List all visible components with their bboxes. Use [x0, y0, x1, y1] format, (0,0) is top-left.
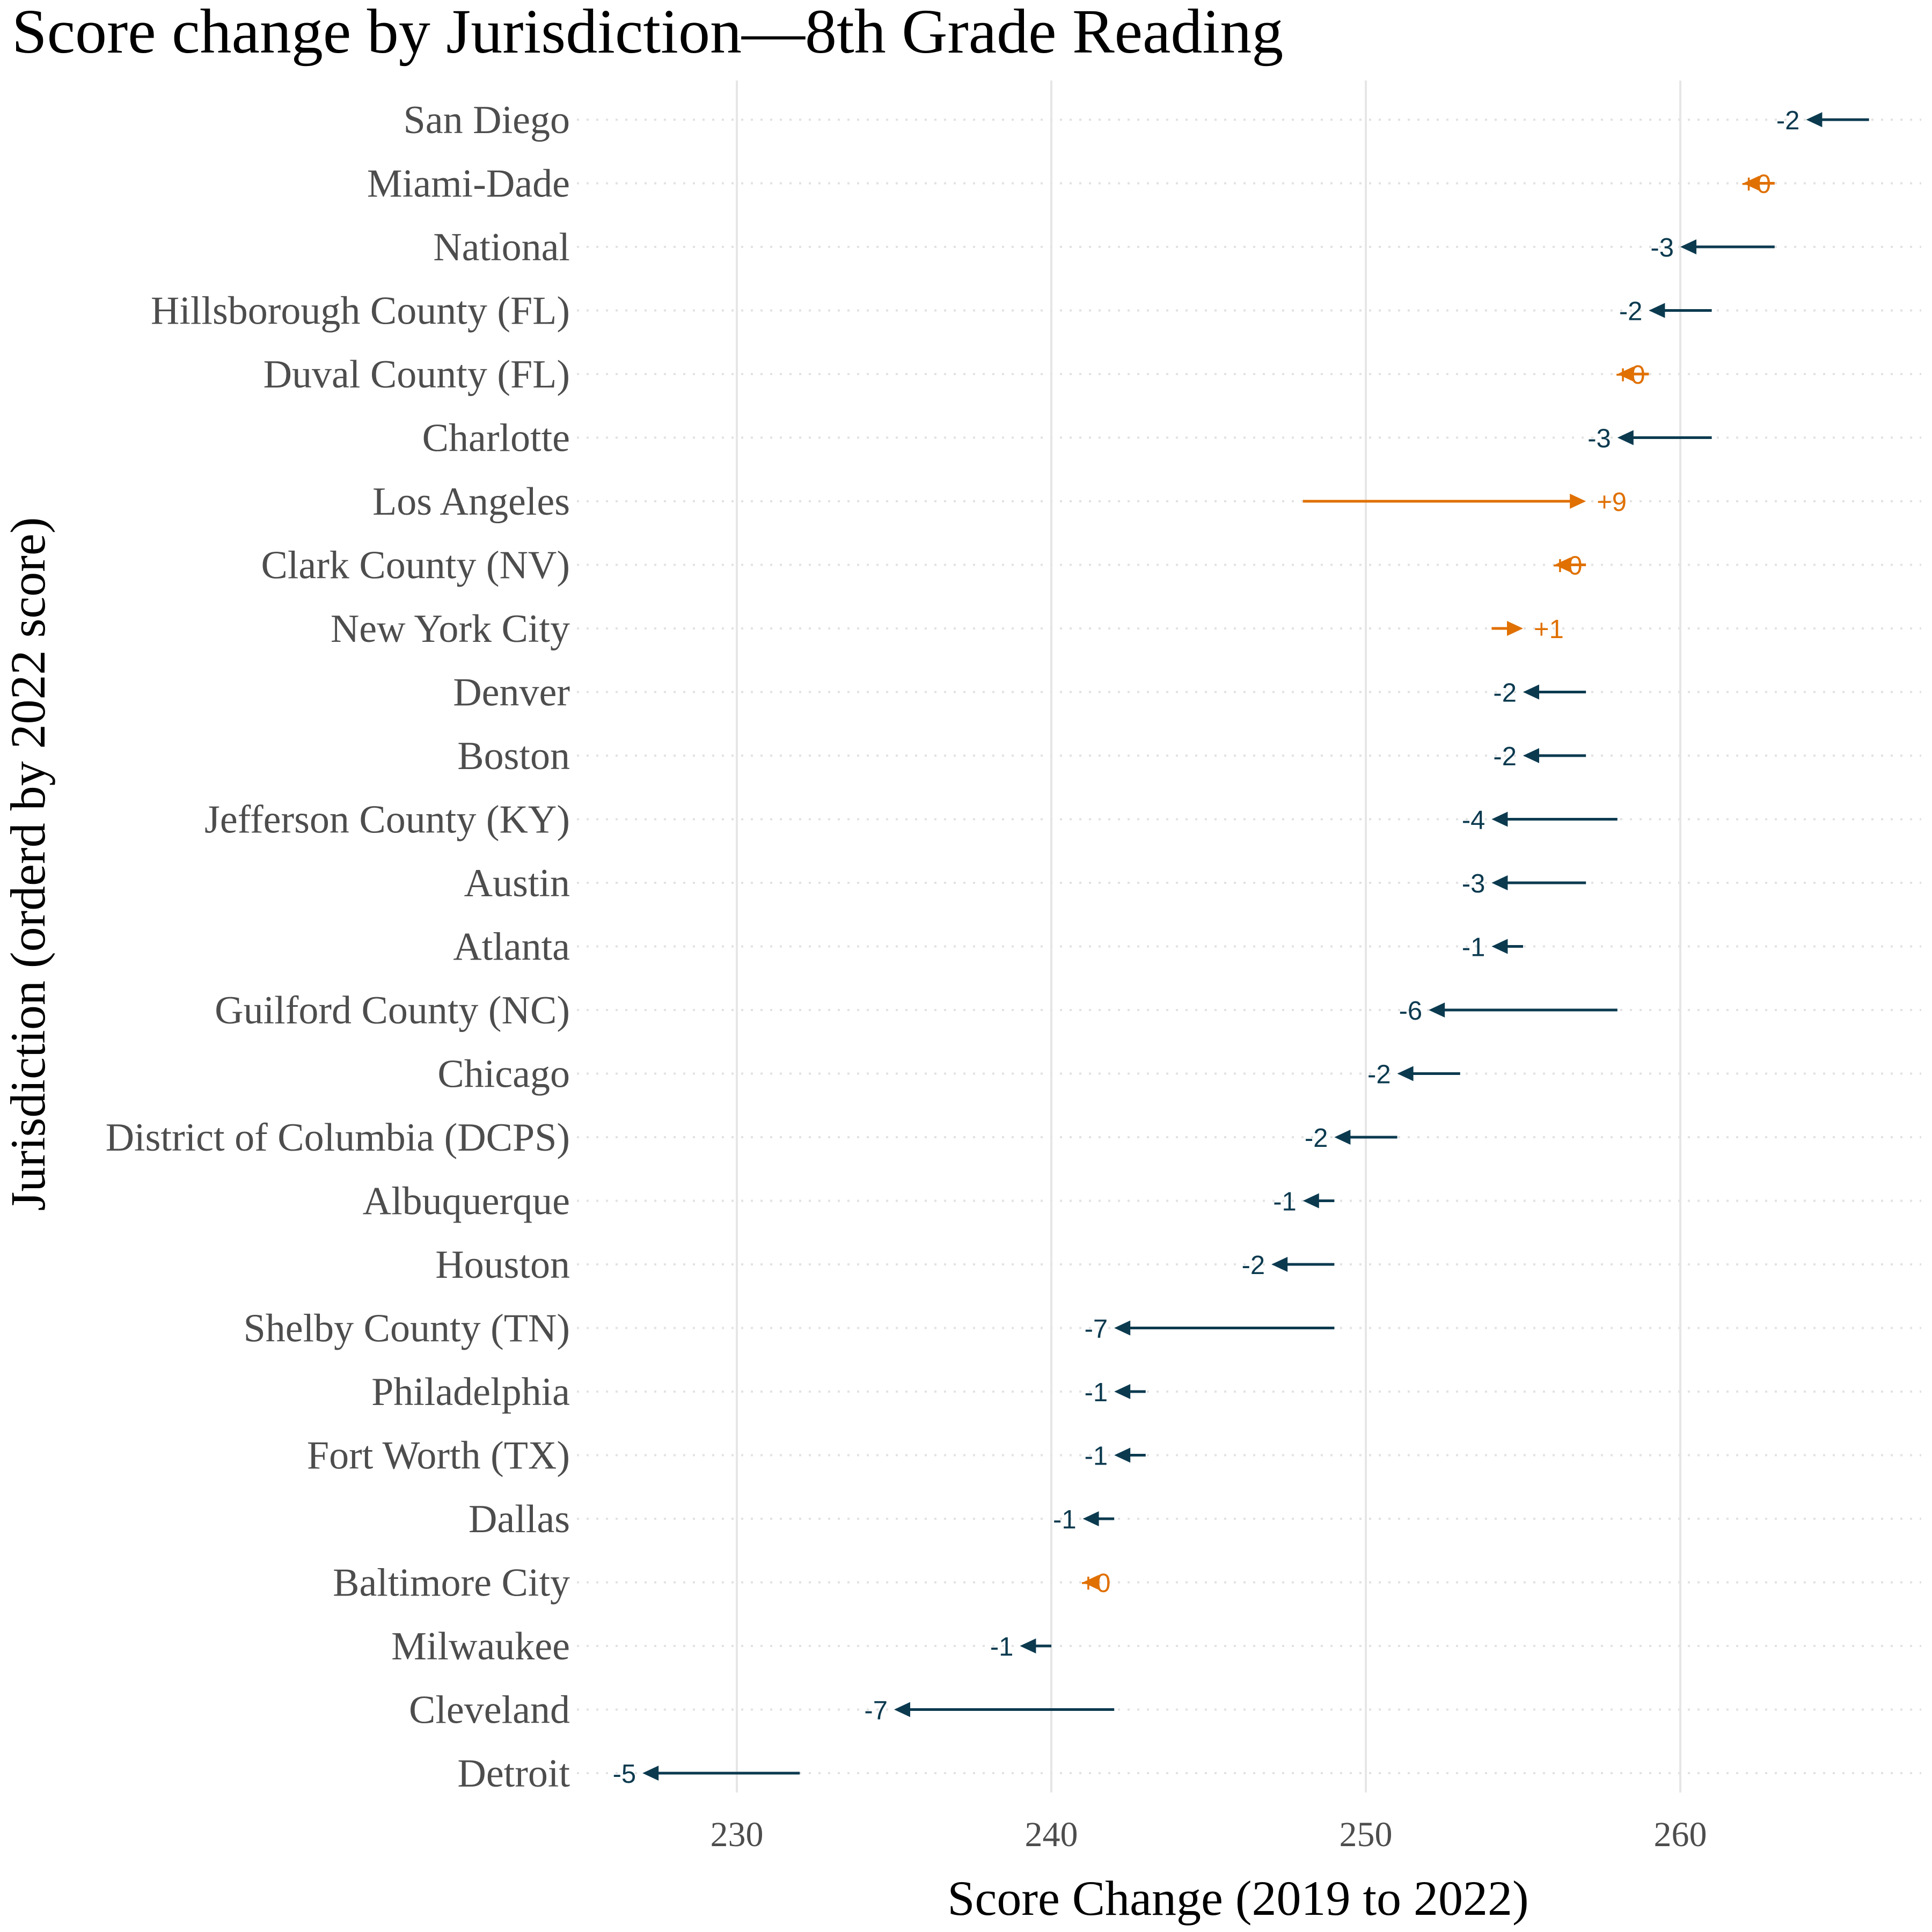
- change-arrow-head: [1491, 875, 1508, 890]
- category-label: Shelby County (TN): [244, 1307, 570, 1351]
- change-arrow-head: [1114, 1447, 1131, 1463]
- change-value-label: -5: [613, 1760, 636, 1789]
- change-arrow-head: [1649, 303, 1665, 318]
- change-value-label: -3: [1462, 869, 1485, 898]
- change-arrow-head: [1554, 557, 1571, 573]
- category-label: Albuquerque: [363, 1180, 570, 1224]
- change-arrow-head: [1302, 1193, 1319, 1209]
- change-value-label: -2: [1619, 297, 1643, 326]
- x-tick-label: 250: [1340, 1815, 1393, 1854]
- category-label: San Diego: [404, 98, 570, 142]
- change-arrow-head: [1334, 1130, 1351, 1145]
- change-arrow-head: [1429, 1002, 1445, 1018]
- change-arrow-head: [1271, 1257, 1288, 1272]
- change-value-label: -1: [1085, 1378, 1108, 1407]
- change-value-label: -2: [1305, 1124, 1328, 1153]
- change-value-label: -1: [1273, 1188, 1297, 1217]
- change-value-label: -2: [1493, 742, 1517, 771]
- category-label: Charlotte: [422, 416, 570, 460]
- change-arrow-head: [1523, 684, 1539, 700]
- change-arrow-head: [1617, 367, 1634, 382]
- category-label: District of Columbia (DCPS): [106, 1116, 570, 1160]
- change-value-label: -7: [864, 1696, 888, 1725]
- x-axis-title: Score Change (2019 to 2022): [947, 1871, 1528, 1926]
- change-value-label: -1: [1462, 933, 1485, 962]
- change-value-label: +0: [1741, 170, 1771, 199]
- chart-title: Score change by Jurisdiction—8th Grade R…: [12, 0, 1283, 67]
- x-tick-label: 240: [1025, 1815, 1078, 1854]
- change-value-label: -2: [1776, 106, 1800, 135]
- category-label: Philadelphia: [371, 1370, 570, 1414]
- change-value-label: -3: [1650, 233, 1674, 262]
- category-label: Hillsborough County (FL): [151, 289, 570, 333]
- change-arrow-head: [1806, 112, 1823, 127]
- category-label: Jefferson County (KY): [204, 798, 570, 842]
- change-arrow-head: [1680, 239, 1696, 254]
- category-label: Clark County (NV): [261, 544, 570, 588]
- change-arrow-head: [1114, 1320, 1131, 1336]
- category-label: National: [433, 225, 570, 269]
- change-arrow-head: [1020, 1638, 1036, 1653]
- x-tick-label: 230: [711, 1815, 764, 1854]
- change-arrow-head: [1397, 1066, 1414, 1081]
- change-value-label: -1: [1053, 1505, 1077, 1534]
- marks-layer: [642, 112, 1869, 1781]
- change-value-label: +0: [1553, 552, 1583, 581]
- category-label: Houston: [435, 1243, 570, 1287]
- change-value-label: +0: [1081, 1569, 1111, 1598]
- category-label: Detroit: [457, 1752, 570, 1796]
- labels-layer: 230 240 250 260 San Diego -2 Miami-Dade +0 Natio…: [106, 98, 1800, 1854]
- change-value-label: -2: [1242, 1251, 1265, 1280]
- change-arrow-head: [642, 1766, 659, 1781]
- change-value-label: -7: [1085, 1315, 1108, 1344]
- category-label: Atlanta: [453, 925, 570, 969]
- change-value-label: +1: [1534, 615, 1564, 644]
- change-value-label: +9: [1597, 488, 1627, 517]
- change-arrow-head: [1570, 494, 1586, 509]
- change-arrow-head: [1082, 1511, 1099, 1526]
- change-value-label: -2: [1367, 1060, 1391, 1089]
- category-label: Denver: [453, 671, 570, 715]
- change-arrow-head: [1743, 175, 1760, 191]
- change-arrow-head: [1491, 811, 1508, 827]
- change-value-label: -1: [990, 1633, 1014, 1662]
- change-value-label: -4: [1462, 806, 1485, 835]
- category-label: Baltimore City: [333, 1561, 570, 1605]
- category-label: Guilford County (NC): [215, 989, 570, 1033]
- change-arrow-head: [894, 1702, 910, 1717]
- change-arrow-head: [1523, 748, 1539, 763]
- change-value-label: +0: [1615, 361, 1645, 390]
- category-label: Austin: [464, 861, 570, 905]
- category-label: New York City: [331, 607, 570, 651]
- change-value-label: -2: [1493, 679, 1517, 708]
- y-axis-title: Jurisdiction (orderd by 2022 score): [1, 517, 55, 1211]
- change-arrow-head: [1114, 1384, 1131, 1399]
- category-label: Los Angeles: [372, 480, 570, 524]
- change-value-label: -6: [1399, 997, 1423, 1026]
- category-label: Boston: [457, 734, 570, 778]
- change-value-label: -3: [1587, 425, 1611, 453]
- category-label: Miami-Dade: [367, 162, 570, 206]
- category-label: Duval County (FL): [264, 353, 570, 397]
- grid-layer: [577, 80, 1921, 1792]
- change-arrow-head: [1507, 621, 1523, 636]
- category-label: Chicago: [437, 1052, 570, 1096]
- change-arrow-head: [1082, 1575, 1099, 1590]
- category-label: Dallas: [469, 1497, 570, 1541]
- category-label: Cleveland: [409, 1688, 570, 1732]
- x-tick-label: 260: [1654, 1815, 1707, 1854]
- change-arrow-head: [1491, 939, 1508, 954]
- change-arrow-head: [1617, 430, 1634, 445]
- change-value-label: -1: [1085, 1442, 1108, 1471]
- category-label: Milwaukee: [391, 1624, 570, 1668]
- category-label: Fort Worth (TX): [307, 1434, 570, 1478]
